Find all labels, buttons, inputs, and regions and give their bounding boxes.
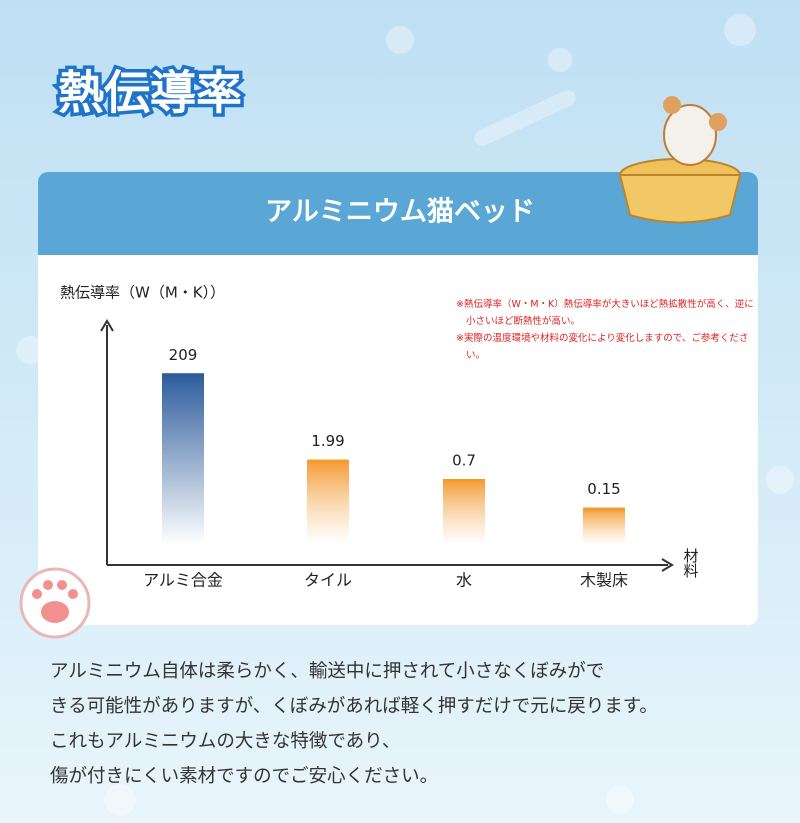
value-label: 209 (169, 346, 198, 364)
x-tick-label: タイル (304, 571, 352, 590)
bar-cap (162, 373, 204, 377)
bar-cap (307, 459, 349, 463)
bar (583, 507, 625, 545)
bar (443, 479, 485, 545)
bar-cap (583, 507, 625, 511)
note: ※熱伝導率（W・M・K）熱伝導率が大きいほど熱拡散性が高く、逆に小さいほど断熱性… (456, 299, 754, 327)
x-tick-label: 木製床 (580, 571, 628, 590)
body-line: きる可能性がありますが、くぼみがあれば軽く押すだけで元に戻ります。 (50, 696, 658, 717)
note: ※実際の温度環境や材料の変化により変化しますので、ご参考ください。 (456, 333, 749, 361)
card (38, 172, 758, 625)
body-line: これもアルミニウムの大きな特徴であり、 (50, 731, 401, 752)
x-tick-label: 水 (456, 571, 472, 590)
x-axis-arrow (661, 558, 674, 572)
body-text: アルミニウム自体は柔らかく、輸送中に押されて小さなくぼみができる可能性があります… (50, 654, 658, 794)
background-pattern (16, 14, 794, 816)
cat-illustration (618, 96, 742, 224)
value-label: 0.7 (452, 452, 476, 470)
bar (307, 459, 349, 545)
y-axis-label: 熱伝導率（W（M・K）） (60, 284, 225, 302)
value-label: 1.99 (311, 432, 344, 450)
page-title: 熱伝導率 (58, 66, 242, 120)
bar-cap (443, 479, 485, 483)
notes: ※熱伝導率（W・M・K）熱伝導率が大きいほど熱拡散性が高く、逆に小さいほど断熱性… (456, 296, 756, 364)
body-line: アルミニウム自体は柔らかく、輸送中に押されて小さなくぼみがで (50, 661, 605, 682)
y-axis-arrow (100, 319, 114, 332)
x-axis-label: 材料 (682, 548, 700, 578)
x-tick-label: アルミ合金 (143, 571, 223, 590)
value-label: 0.15 (587, 480, 620, 498)
paw-icon (19, 567, 91, 639)
card-title: アルミニウム猫ベッド (265, 197, 535, 228)
body-line: 傷が付きにくい素材ですのでご安心ください。 (50, 766, 439, 787)
bar (162, 373, 204, 545)
card-header (38, 172, 758, 255)
